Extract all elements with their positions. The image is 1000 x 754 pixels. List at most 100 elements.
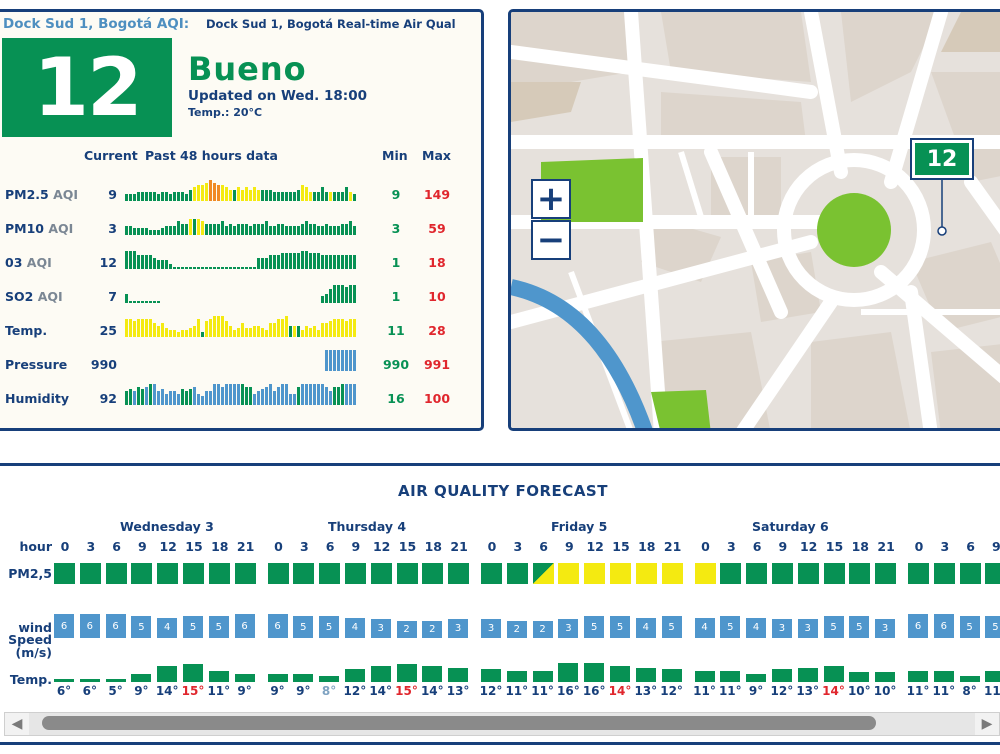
forecast-pm25-cell: [157, 563, 179, 584]
forecast-pm25-cell: [797, 563, 819, 584]
col-min-header: Min: [382, 148, 408, 163]
forecast-temp-label: 11°: [531, 684, 554, 698]
current-value: 7: [108, 289, 117, 304]
scroll-right-icon[interactable]: ▶: [975, 713, 999, 735]
forecast-pm25-cell: [661, 563, 683, 584]
scroll-left-icon[interactable]: ◀: [5, 713, 29, 735]
forecast-temp-label: 14°: [369, 684, 393, 698]
sparkline-bar: [337, 350, 340, 371]
forecast-temp-bar: [344, 669, 365, 682]
forecast-hour: 12: [586, 539, 604, 554]
sparkline-bar: [265, 189, 268, 201]
sparkline-bar: [333, 284, 336, 303]
forecast-temp-label: 9°: [296, 684, 311, 698]
forecast-wind-bar: 4: [746, 617, 767, 638]
sparkline-bar: [313, 223, 316, 235]
sparkline-bar: [305, 384, 308, 405]
scrollbar-thumb[interactable]: [42, 716, 876, 730]
forecast-pm25-cell: [79, 563, 101, 584]
pollutant-unit: AQI: [48, 221, 74, 236]
sparkline-bar: [197, 218, 200, 235]
station-subtitle: Dock Sud 1, Bogotá Real-time Air Qual: [206, 17, 456, 31]
forecast-wind-bar: 5: [849, 616, 870, 638]
sparkline-bar: [277, 223, 280, 235]
sparkline-bar: [209, 391, 212, 405]
max-value: 149: [423, 187, 451, 202]
sparkline-bar: [321, 296, 324, 303]
sparkline-bar: [333, 386, 336, 405]
sparkline-bar: [165, 191, 168, 201]
sparkline-bar: [249, 327, 252, 337]
forecast-pm25-cell: [746, 563, 768, 584]
sparkline-bar: [313, 252, 316, 269]
current-value: 92: [99, 391, 117, 406]
current-value: 3: [108, 221, 117, 236]
sparkline-bar: [229, 325, 232, 337]
sparkline-bar: [153, 323, 156, 337]
col-past-header: Past 48 hours data: [145, 148, 278, 163]
forecast-wind-bar: 2: [396, 620, 417, 638]
zoom-out-button[interactable]: −: [531, 220, 571, 260]
sparkline-bar: [165, 259, 168, 269]
forecast-hour: 9: [992, 539, 1000, 554]
max-value: 10: [428, 289, 446, 304]
sparkline-bar: [273, 391, 276, 405]
sparkline-bar: [253, 187, 256, 201]
forecast-temp-label: 15°: [181, 684, 205, 698]
forecast-temp-label: 6°: [56, 684, 72, 698]
sparkline-bar: [157, 194, 160, 201]
forecast-wind-bar: 3: [481, 619, 501, 638]
forecast-hour: 12: [799, 539, 818, 554]
sparkline-bar: [293, 191, 296, 201]
forecast-temp-bar: [584, 662, 605, 682]
sparkline-bar: [133, 250, 136, 269]
forecast-temp-bar: [959, 675, 980, 682]
sparkline-bar: [261, 189, 264, 201]
forecast-hour: 3: [299, 539, 309, 554]
sparkline-bar: [265, 257, 268, 269]
forecast-hour: 18: [424, 539, 442, 554]
sparkline-bar: [281, 384, 284, 405]
min-value: 990: [382, 357, 410, 372]
forecast-temp-label: 12°: [660, 684, 683, 698]
pollutant-unit: AQI: [53, 187, 79, 202]
sparkline-bar: [289, 225, 292, 235]
sparkline-bar: [265, 386, 268, 405]
map-station-marker[interactable]: 12: [910, 138, 974, 180]
sparkline-bar: [217, 184, 220, 201]
sparkline-bar: [233, 266, 236, 269]
sparkline-bar: [353, 384, 356, 405]
sparkline-bar: [349, 384, 352, 405]
sparkline-bar: [349, 221, 352, 235]
forecast-temp-bar: [183, 664, 203, 682]
forecast-wind-bar: 6: [234, 614, 255, 638]
forecast-hour: 9: [778, 539, 788, 554]
forecast-pm25-cell: [183, 563, 204, 584]
sparkline-bar: [225, 187, 228, 201]
forecast-hour: 0: [914, 539, 924, 554]
forecast-hour: 12: [372, 539, 391, 554]
history-sparkline: [125, 379, 357, 405]
sparkline-bar: [237, 384, 240, 405]
sparkline-bar: [185, 266, 188, 269]
aqi-level: Bueno: [188, 50, 307, 88]
sparkline-bar: [213, 384, 216, 405]
forecast-hour: 9: [565, 539, 574, 554]
map-view[interactable]: 12 + −: [508, 9, 1000, 431]
sparkline-bar: [329, 320, 332, 337]
forecast-pm25-cell: [319, 563, 341, 584]
forecast-temp-label: 10°: [873, 684, 897, 698]
forecast-temp-label: 14°: [608, 684, 632, 698]
forecast-pm25-cell: [720, 563, 742, 584]
forecast-pm25-cell: [267, 563, 289, 584]
sparkline-bar: [233, 330, 236, 337]
sparkline-bar: [209, 266, 212, 269]
sparkline-bar: [125, 293, 128, 303]
sparkline-bar: [249, 189, 252, 201]
sparkline-bar: [185, 391, 188, 405]
zoom-in-button[interactable]: +: [531, 179, 571, 219]
sparkline-bar: [129, 300, 132, 303]
sparkline-bar: [289, 325, 292, 337]
sparkline-bar: [257, 391, 260, 405]
forecast-pm25-cell: [506, 563, 528, 584]
